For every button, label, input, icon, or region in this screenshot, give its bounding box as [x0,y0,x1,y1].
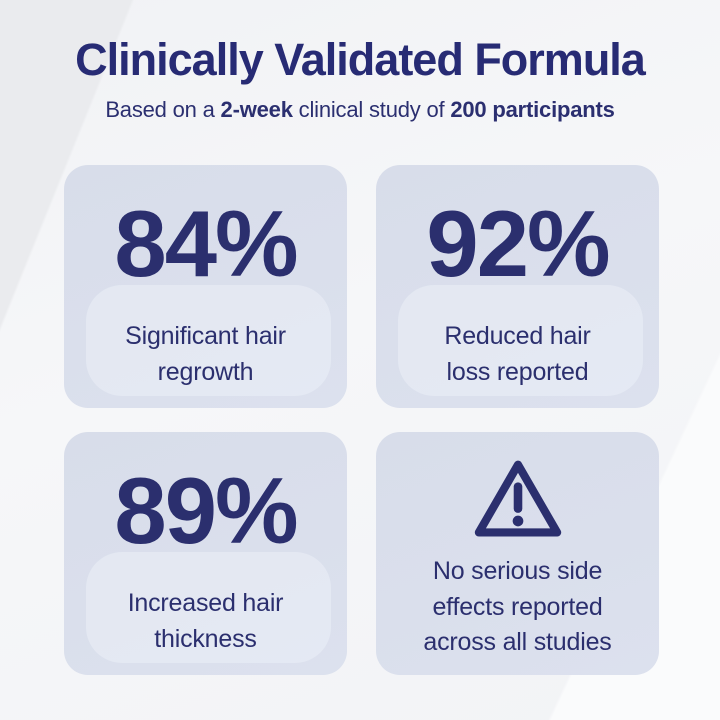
stat-label: Significant hair regrowth [125,322,286,386]
header: Clinically Validated Formula Based on a … [0,0,720,123]
stats-grid: 84% Significant hair regrowth 92% Reduce… [64,165,659,675]
subtitle-duration: 2-week [220,97,293,123]
subtitle-middle: clinical study of [292,97,451,123]
stat-card-regrowth: 84% Significant hair regrowth [64,165,347,408]
stat-value: 89% [114,458,298,563]
page-subtitle: Based on a 2-week clinical study of 200 … [0,97,720,123]
page-title: Clinically Validated Formula [75,34,646,85]
stat-value: 84% [114,191,298,296]
safety-card: No serious side effects reported across … [376,432,659,675]
stat-value: 92% [426,191,610,296]
safety-label: No serious side effects reported across … [423,557,612,656]
subtitle-participants: 200 participants [450,97,615,123]
stat-label: Reduced hair loss reported [444,322,591,386]
stat-card-hair-loss: 92% Reduced hair loss reported [376,165,659,408]
warning-triangle-icon [474,460,561,537]
stat-card-thickness: 89% Increased hair thickness [64,432,347,675]
subtitle-lead: Based on a [105,97,221,123]
stat-label: Increased hair thickness [127,589,284,653]
